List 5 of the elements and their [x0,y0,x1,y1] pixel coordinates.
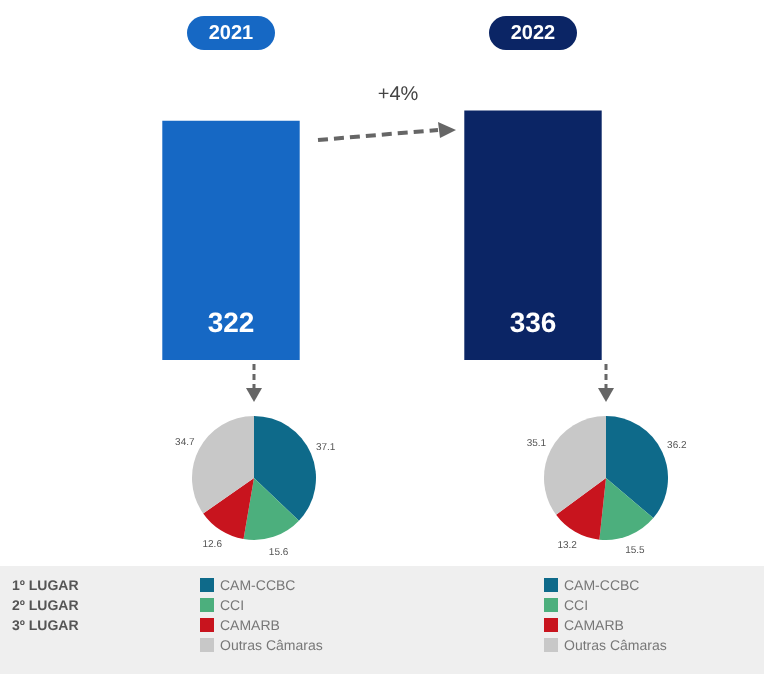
x-tick-label: 2022 [510,22,557,45]
text: +4% [377,84,419,106]
x-tick-label: 2021 [208,22,255,45]
data-label: 322 [207,305,255,338]
data-label: 336 [509,305,557,338]
